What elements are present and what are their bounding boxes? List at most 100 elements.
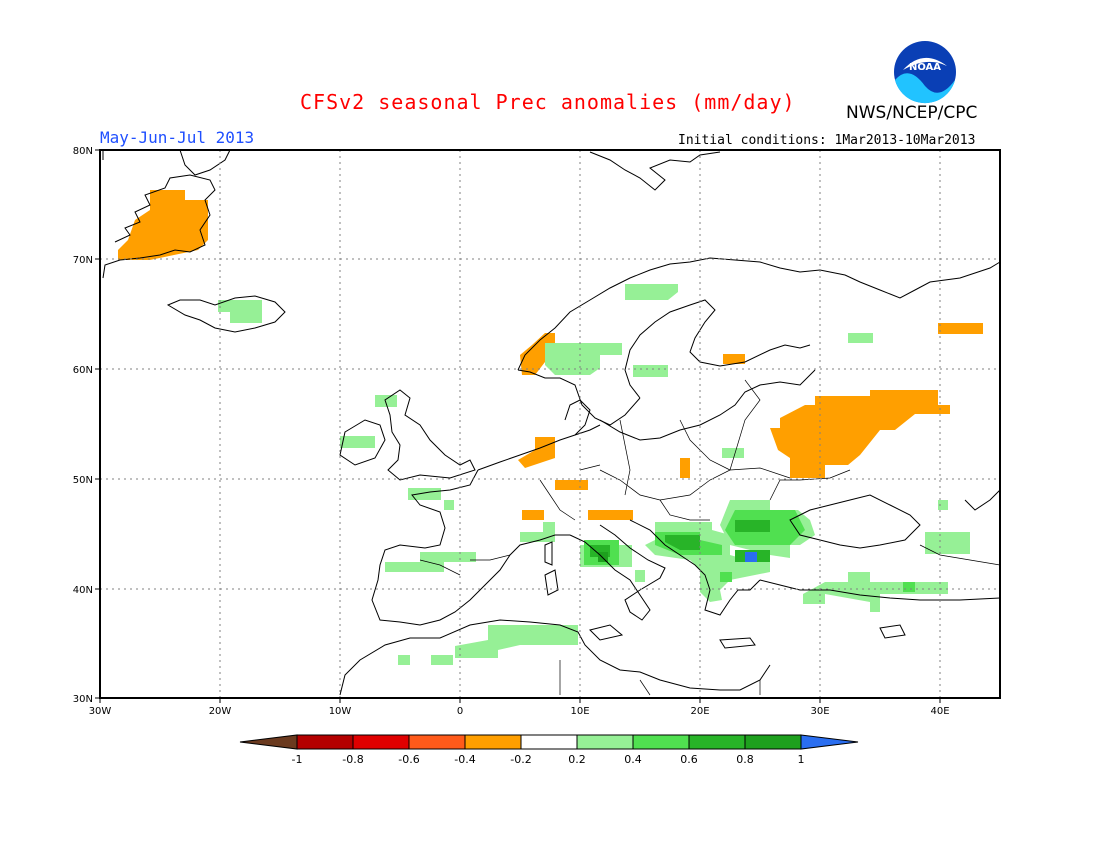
initial-conditions-label: Initial conditions: 1Mar2013-10Mar2013 bbox=[678, 133, 976, 148]
colorbar-label: 0.6 bbox=[680, 753, 698, 766]
anomaly-germany bbox=[555, 480, 588, 490]
coast-greenland bbox=[102, 174, 216, 279]
map-frame bbox=[99, 149, 1001, 699]
lon-label: 20W bbox=[209, 706, 232, 717]
lon-label: 30E bbox=[810, 706, 829, 717]
lat-label: 50N bbox=[73, 475, 93, 486]
lon-label: 20E bbox=[690, 706, 709, 717]
anomaly-calabria bbox=[635, 570, 645, 582]
anomaly-bulgaria-max bbox=[745, 552, 757, 562]
lon-label: 10E bbox=[570, 706, 589, 717]
anomaly-finland bbox=[723, 354, 745, 364]
lat-label: 40N bbox=[73, 585, 93, 596]
anomaly-north-africa-2 bbox=[431, 655, 453, 665]
anomaly-riviera bbox=[520, 532, 555, 542]
anomaly-sardinia bbox=[543, 522, 555, 532]
colorbar-bin bbox=[464, 734, 522, 750]
anomaly-italy-darker bbox=[598, 552, 608, 562]
lat-label: 80N bbox=[73, 146, 93, 157]
anomaly-caucasus bbox=[925, 532, 970, 554]
colorbar-label: 0.2 bbox=[568, 753, 586, 766]
anomaly-france-se bbox=[522, 510, 544, 520]
gridlines bbox=[100, 150, 1000, 698]
anomaly-iceland bbox=[218, 300, 262, 323]
colorbar-bin bbox=[744, 734, 802, 750]
anomaly-anatolia bbox=[803, 572, 948, 612]
colorbar-labels: -1 -0.8 -0.6 -0.4 -0.2 0.2 0.4 0.6 0.8 1 bbox=[292, 753, 805, 766]
coastlines bbox=[102, 149, 1001, 696]
colorbar-bin bbox=[296, 734, 354, 750]
coast-svalbard bbox=[589, 151, 721, 191]
coast-europe-west bbox=[477, 424, 601, 471]
anomaly-scandinavia-north bbox=[625, 284, 678, 300]
coast-corsica bbox=[544, 541, 553, 566]
anomaly-greenland bbox=[118, 190, 208, 260]
lon-label: 40E bbox=[930, 706, 949, 717]
map-title: CFSv2 seasonal Prec anomalies (mm/day) bbox=[300, 90, 796, 114]
lon-label: 10W bbox=[329, 706, 352, 717]
colorbar-bin bbox=[688, 734, 746, 750]
coast-italy bbox=[569, 524, 666, 621]
lon-label: 30W bbox=[89, 706, 112, 717]
anomaly-scotland bbox=[375, 395, 397, 407]
coast-baltic bbox=[599, 369, 816, 441]
coast-cyprus bbox=[879, 624, 906, 639]
anomaly-biscay bbox=[444, 500, 454, 510]
coast-africa bbox=[339, 619, 771, 696]
lat-label: 60N bbox=[73, 365, 93, 376]
agency-label: NWS/NCEP/CPC bbox=[846, 103, 978, 123]
colorbar-high-arrow bbox=[800, 734, 859, 750]
colorbar-label: 0.4 bbox=[624, 753, 642, 766]
colorbar-label: 0.8 bbox=[736, 753, 754, 766]
lat-label: 70N bbox=[73, 255, 93, 266]
coast-anatolia bbox=[759, 579, 1001, 601]
coast-scandinavia bbox=[517, 257, 1001, 371]
anomaly-caucasus-n bbox=[938, 500, 948, 510]
anomaly-north-africa bbox=[455, 625, 578, 658]
anomaly-north-africa-1 bbox=[398, 655, 410, 665]
coast-adriatic bbox=[629, 519, 761, 616]
anomaly-ireland bbox=[340, 436, 375, 448]
noaa-logo-icon: NOAA bbox=[894, 41, 956, 104]
anomaly-russia bbox=[770, 390, 950, 478]
colorbar-label: 1 bbox=[798, 753, 805, 766]
anomaly-balkans-dark bbox=[665, 535, 700, 550]
anomaly-southern-norway bbox=[545, 343, 622, 375]
colorbar-bin bbox=[352, 734, 410, 750]
noaa-logo-text: NOAA bbox=[909, 62, 941, 73]
colorbar-label: -0.4 bbox=[454, 753, 475, 766]
coast-sardinia bbox=[544, 569, 559, 596]
anomaly-layer bbox=[118, 190, 983, 665]
anomaly-benelux bbox=[518, 437, 555, 468]
coast-blacksea bbox=[789, 494, 921, 549]
coast-france bbox=[371, 469, 570, 626]
coast-denmark bbox=[564, 399, 591, 436]
coast-crete bbox=[719, 637, 756, 649]
coast-greenland-east bbox=[179, 149, 231, 176]
lat-label: 30N bbox=[73, 694, 93, 705]
anomaly-russia-north bbox=[938, 323, 983, 334]
anomaly-sweden bbox=[633, 365, 668, 377]
colorbar-bin bbox=[408, 734, 466, 750]
coast-iceland bbox=[166, 295, 286, 333]
coast-caspian bbox=[964, 489, 1001, 511]
anomaly-iberia bbox=[385, 552, 476, 572]
lon-labels: 30W 20W 10W 0 10E 20E 30E 40E bbox=[89, 706, 950, 717]
colorbar-bin bbox=[576, 734, 634, 750]
coast-sweden-south bbox=[517, 369, 641, 426]
colorbar-bin bbox=[632, 734, 690, 750]
coast-bothnia bbox=[624, 299, 811, 399]
colorbar-label: -0.8 bbox=[342, 753, 363, 766]
anomaly-poland bbox=[680, 458, 690, 478]
colorbar-label: -0.2 bbox=[510, 753, 531, 766]
lat-labels: 80N 70N 60N 50N 40N 30N bbox=[73, 146, 93, 705]
colorbar-bin bbox=[520, 734, 578, 750]
colorbar-label: -0.6 bbox=[398, 753, 419, 766]
coast-ireland bbox=[339, 419, 386, 466]
colorbar bbox=[239, 734, 859, 750]
period-label: May-Jun-Jul 2013 bbox=[100, 128, 255, 147]
anomaly-karelia bbox=[848, 333, 873, 343]
anomaly-aegean-mid bbox=[720, 572, 732, 582]
colorbar-low-arrow bbox=[239, 734, 298, 750]
